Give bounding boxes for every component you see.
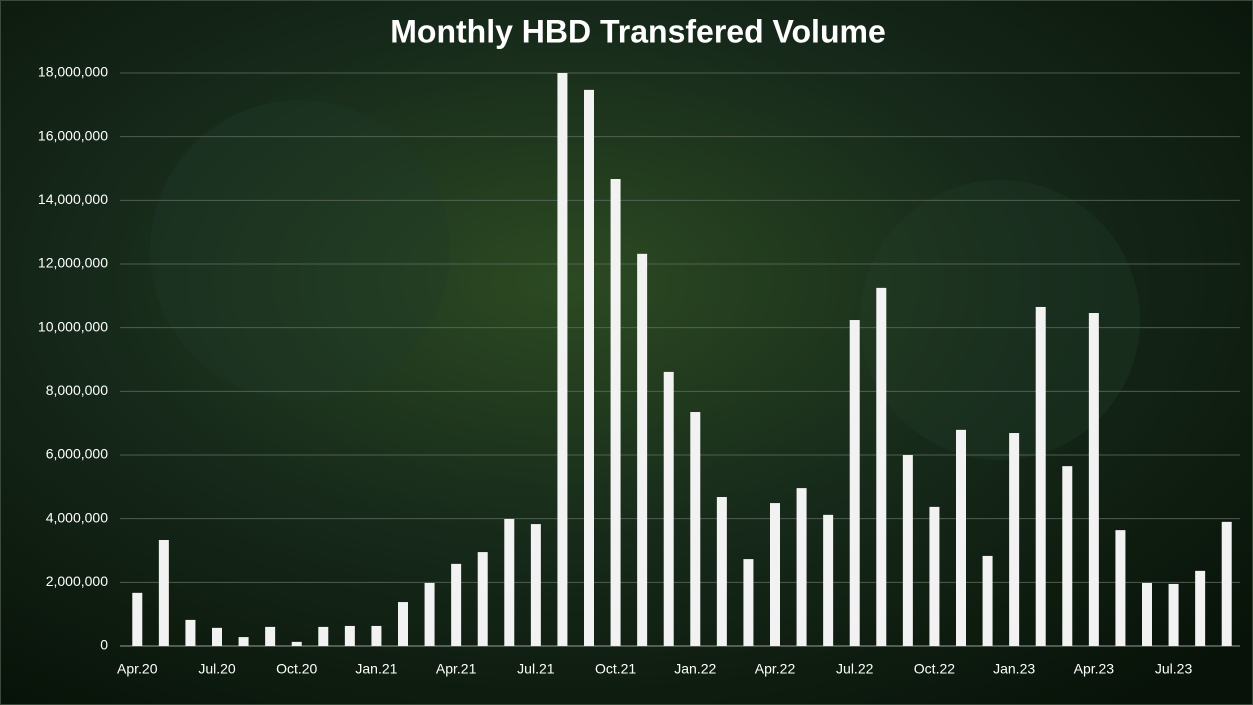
bar	[132, 592, 143, 646]
bar	[1142, 582, 1152, 646]
bar	[929, 506, 940, 646]
bar	[398, 602, 408, 646]
background-decoration	[860, 180, 1140, 460]
bar	[530, 524, 541, 646]
y-tick-label: 12,000,000	[38, 255, 108, 271]
x-tick-label: Jul.22	[836, 661, 874, 677]
bar	[1088, 313, 1099, 646]
bar	[265, 626, 276, 646]
bar	[371, 625, 382, 646]
bar	[716, 497, 727, 646]
bar	[690, 412, 701, 646]
y-tick-label: 0	[100, 637, 108, 653]
x-tick-label: Apr.20	[117, 661, 158, 677]
bar	[318, 626, 329, 646]
bar	[584, 89, 594, 647]
bar	[451, 563, 462, 646]
y-tick-label: 4,000,000	[46, 509, 108, 525]
y-tick-label: 16,000,000	[38, 127, 108, 143]
bar	[424, 582, 435, 646]
x-tick-label: Oct.20	[276, 661, 317, 677]
background-decoration	[150, 100, 450, 400]
bar	[743, 559, 754, 646]
x-tick-label: Jul.20	[198, 661, 236, 677]
bar	[956, 429, 966, 646]
y-tick-label: 2,000,000	[46, 573, 108, 589]
bar	[238, 637, 249, 646]
y-tick-label: 8,000,000	[46, 382, 108, 398]
x-tick-label: Oct.22	[914, 661, 955, 677]
x-tick-label: Jan.23	[993, 661, 1035, 677]
bar	[291, 641, 302, 646]
bar	[637, 253, 648, 646]
bar	[849, 320, 860, 646]
bar	[876, 287, 887, 646]
y-tick-label: 14,000,000	[38, 191, 108, 207]
bar	[1195, 570, 1206, 646]
bar	[504, 518, 515, 646]
bar	[477, 552, 488, 646]
y-tick-label: 6,000,000	[46, 446, 108, 462]
bar	[1221, 521, 1232, 646]
x-tick-label: Jan.22	[674, 661, 716, 677]
bar	[212, 627, 222, 646]
bar	[1062, 466, 1073, 646]
x-tick-label: Apr.22	[755, 661, 796, 677]
bar	[982, 555, 993, 646]
bar	[823, 514, 834, 646]
x-tick-label: Jan.21	[355, 661, 397, 677]
x-tick-label: Jul.23	[1155, 661, 1193, 677]
bar	[1168, 583, 1179, 646]
x-tick-label: Apr.23	[1074, 661, 1115, 677]
bar	[344, 625, 355, 646]
y-tick-label: 10,000,000	[38, 318, 108, 334]
x-tick-label: Jul.21	[517, 661, 555, 677]
x-tick-label: Apr.21	[436, 661, 477, 677]
bar	[1115, 530, 1126, 646]
bar	[185, 619, 196, 646]
bar	[158, 539, 169, 646]
bar	[1035, 306, 1046, 646]
bar	[770, 503, 780, 646]
bar	[610, 179, 621, 646]
chart-title: Monthly HBD Transfered Volume	[390, 13, 885, 49]
bar	[902, 455, 913, 646]
x-tick-label: Oct.21	[595, 661, 636, 677]
bar	[1009, 433, 1020, 646]
bar	[796, 488, 807, 646]
y-tick-label: 18,000,000	[38, 64, 108, 80]
bar	[557, 73, 568, 646]
bar	[663, 371, 674, 646]
